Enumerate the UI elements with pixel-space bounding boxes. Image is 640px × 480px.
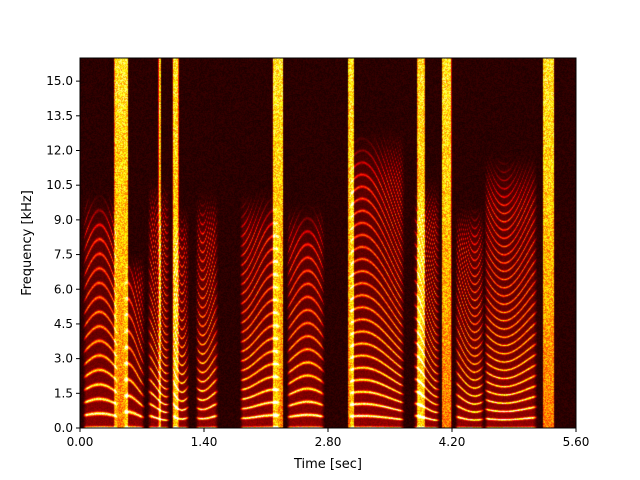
y-tick-label: 0.0 <box>54 421 73 435</box>
y-tick-label: 9.0 <box>54 213 73 227</box>
y-tick-label: 4.5 <box>54 317 73 331</box>
y-tick-label: 12.0 <box>46 144 73 158</box>
x-tick-label: 0.00 <box>67 435 94 449</box>
y-tick-label: 15.0 <box>46 74 73 88</box>
y-axis: 0.0 1.5 3.0 4.5 6.0 7.5 9.0 10.5 12.0 13.5 15.0 <box>46 74 80 435</box>
y-tick-label: 1.5 <box>54 386 73 400</box>
spectrogram-image <box>80 58 576 428</box>
x-axis: 0.00 1.40 2.80 4.20 5.60 <box>67 428 590 449</box>
x-axis-label: Time [sec] <box>293 457 362 472</box>
y-axis-label: Frequency [kHz] <box>20 190 35 296</box>
x-tick-label: 5.60 <box>563 435 590 449</box>
y-tick-label: 7.5 <box>54 248 73 262</box>
y-tick-label: 13.5 <box>46 109 73 123</box>
y-tick-label: 10.5 <box>46 178 73 192</box>
y-tick-label: 3.0 <box>54 352 73 366</box>
x-tick-label: 1.40 <box>191 435 218 449</box>
y-tick-label: 6.0 <box>54 282 73 296</box>
x-tick-label: 4.20 <box>439 435 466 449</box>
x-tick-label: 2.80 <box>315 435 342 449</box>
